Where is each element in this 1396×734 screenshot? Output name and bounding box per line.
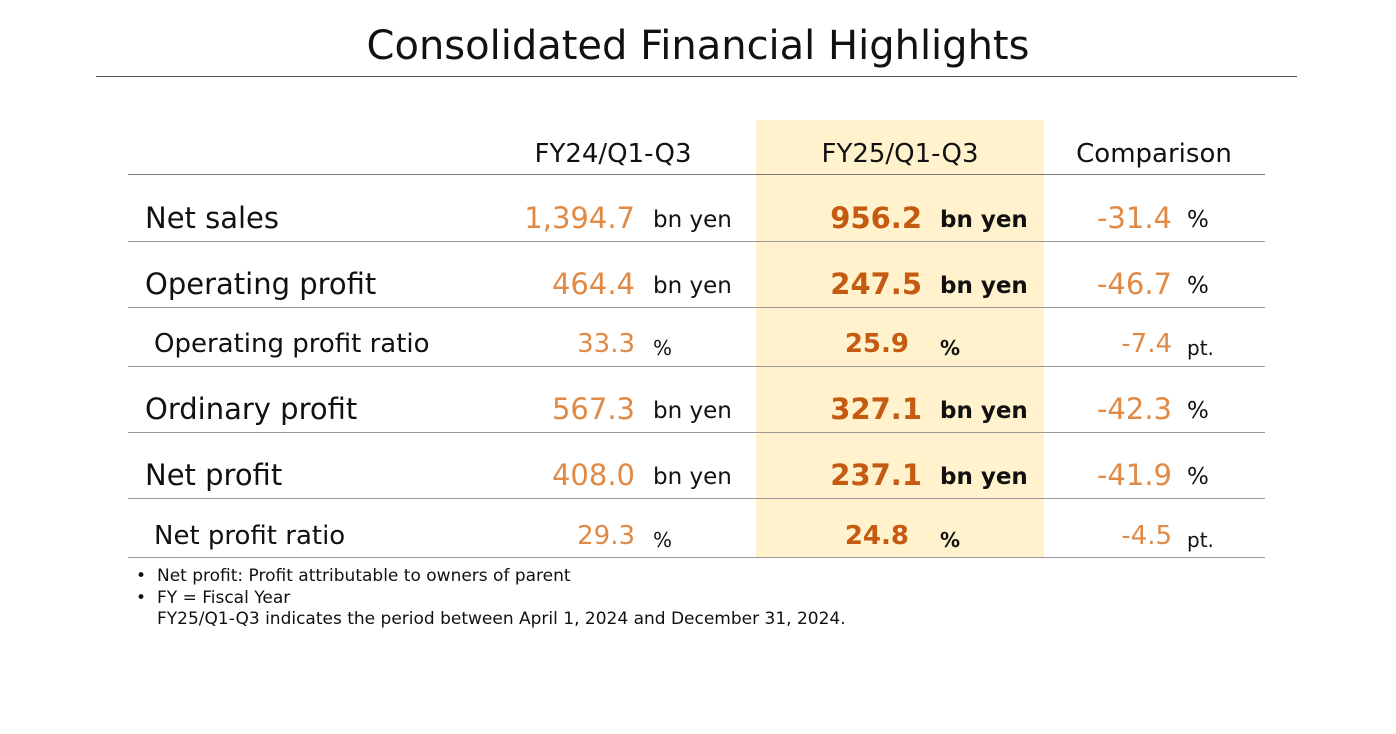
comparison-value: -41.9 (1096, 458, 1172, 492)
comparison-unit: pt. (1187, 528, 1214, 552)
comparison-unit: % (1187, 398, 1209, 424)
comparison-unit: % (1187, 207, 1209, 233)
row-divider (128, 241, 1265, 242)
prev-value: 464.4 (551, 267, 635, 301)
prev-unit: bn yen (653, 464, 732, 490)
row-divider (128, 498, 1265, 499)
current-value: 24.8 (844, 521, 909, 551)
row-label: Operating profit ratio (154, 329, 430, 359)
bullet: • (136, 566, 147, 586)
current-unit: bn yen (940, 398, 1028, 424)
current-value: 237.1 (830, 458, 922, 492)
title-divider (96, 76, 1297, 77)
row-divider (128, 307, 1265, 308)
current-unit: % (940, 528, 961, 552)
comparison-unit: pt. (1187, 336, 1214, 360)
current-unit: bn yen (940, 273, 1028, 299)
prev-unit: bn yen (653, 273, 732, 299)
footnote-text: FY25/Q1-Q3 indicates the period between … (157, 609, 846, 629)
table-bottom-rule (128, 557, 1265, 558)
page-title: Consolidated Financial Highlights (366, 23, 1030, 69)
current-unit: bn yen (940, 464, 1028, 490)
comparison-unit: % (1187, 273, 1209, 299)
current-period-highlight (756, 120, 1044, 558)
row-divider (128, 366, 1265, 367)
current-value: 956.2 (830, 201, 922, 235)
prev-unit: % (653, 528, 673, 552)
footnote-text: Net profit: Profit attributable to owner… (157, 566, 571, 586)
prev-unit: bn yen (653, 398, 732, 424)
footnote-fiscal-year: • FY = Fiscal Year (136, 588, 846, 610)
header-divider (128, 174, 1265, 175)
row-label: Net sales (145, 201, 280, 235)
column-header-prev: FY24/Q1-Q3 (534, 139, 692, 169)
row-label: Operating profit (145, 267, 377, 301)
current-value: 25.9 (844, 329, 909, 359)
footnote-period: FY25/Q1-Q3 indicates the period between … (136, 609, 846, 631)
bullet: • (136, 587, 147, 608)
current-unit: % (940, 336, 961, 360)
prev-value: 29.3 (577, 521, 635, 551)
prev-unit: bn yen (653, 207, 732, 233)
comparison-value: -4.5 (1121, 521, 1172, 551)
prev-value: 567.3 (551, 392, 635, 426)
comparison-value: -42.3 (1096, 392, 1172, 426)
comparison-value: -46.7 (1096, 267, 1172, 301)
prev-value: 33.3 (577, 329, 635, 359)
footnote-text: FY = Fiscal Year (157, 587, 291, 608)
footnote-net-profit: • Net profit: Profit attributable to own… (136, 566, 846, 588)
row-divider (128, 432, 1265, 433)
comparison-value: -31.4 (1096, 201, 1172, 235)
row-label: Net profit ratio (154, 521, 346, 551)
current-unit: bn yen (940, 207, 1028, 233)
column-header-comparison: Comparison (1076, 139, 1232, 169)
row-label: Ordinary profit (145, 392, 358, 426)
comparison-value: -7.4 (1121, 329, 1172, 359)
footnotes: • Net profit: Profit attributable to own… (136, 566, 846, 631)
current-value: 327.1 (830, 392, 922, 426)
current-value: 247.5 (830, 267, 922, 301)
prev-value: 1,394.7 (524, 201, 635, 235)
prev-value: 408.0 (551, 458, 635, 492)
prev-unit: % (653, 336, 673, 360)
row-label: Net profit (145, 458, 283, 492)
column-header-current: FY25/Q1-Q3 (821, 139, 979, 169)
comparison-unit: % (1187, 464, 1209, 490)
